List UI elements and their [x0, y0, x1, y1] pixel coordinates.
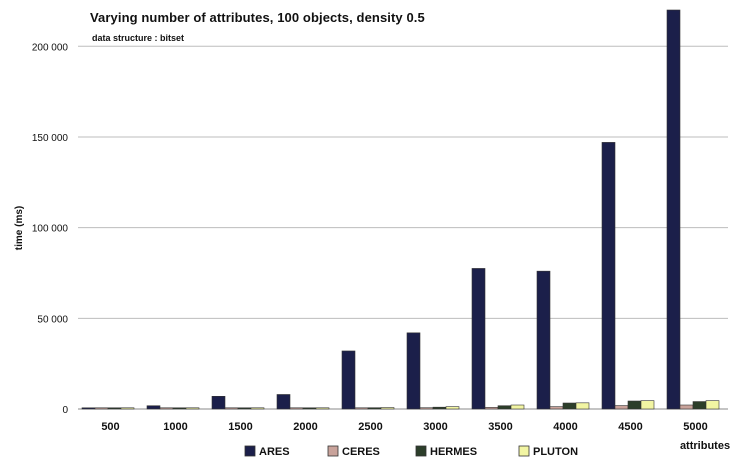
- x-tick-label: 1500: [228, 421, 252, 433]
- bar-ceres: [614, 405, 629, 410]
- bar-hermes: [172, 407, 187, 410]
- bar-ceres: [679, 404, 694, 410]
- x-tick-label: 1000: [163, 421, 187, 433]
- x-tick-label: 4000: [553, 421, 577, 433]
- legend-swatch-hermes: [415, 445, 427, 457]
- y-tick-label: 50 000: [37, 314, 68, 325]
- legend-swatch-ares: [244, 445, 256, 457]
- bar-ares: [341, 350, 356, 410]
- y-tick-label: 150 000: [32, 133, 69, 144]
- legend-label-ares: ARES: [259, 446, 290, 458]
- bar-pluton: [380, 407, 395, 410]
- x-tick-label: 2000: [293, 421, 317, 433]
- bar-ceres: [419, 407, 434, 410]
- x-tick-label: 2500: [358, 421, 382, 433]
- bar-pluton: [640, 400, 655, 410]
- x-tick-label: 4500: [618, 421, 642, 433]
- bar-pluton: [250, 407, 265, 410]
- bar-ceres: [159, 407, 174, 410]
- bar-ares: [471, 268, 486, 410]
- bar-ceres: [484, 407, 499, 410]
- bar-ares: [276, 394, 291, 410]
- bar-hermes: [562, 402, 577, 410]
- y-tick-label: 200 000: [32, 42, 69, 53]
- bar-pluton: [120, 407, 135, 410]
- bar-ares: [666, 9, 681, 410]
- bar-hermes: [302, 407, 317, 410]
- x-tick-label: 5000: [683, 421, 707, 433]
- chart-subtitle: data structure : bitset: [92, 33, 185, 43]
- bar-hermes: [432, 406, 447, 410]
- bar-ares: [81, 407, 96, 410]
- x-tick-label: 500: [101, 421, 119, 433]
- x-axis-label: attributes: [680, 440, 730, 452]
- legend-swatch-ceres: [327, 445, 339, 457]
- bar-pluton: [510, 404, 525, 410]
- y-tick-label: 100 000: [32, 224, 69, 235]
- bar-pluton: [315, 407, 330, 410]
- bar-hermes: [107, 407, 122, 410]
- bar-ares: [146, 405, 161, 410]
- bar-hermes: [367, 407, 382, 410]
- bar-ares: [211, 396, 226, 410]
- bar-ares: [536, 270, 551, 410]
- bar-ceres: [289, 407, 304, 410]
- legend-swatch-pluton: [518, 445, 530, 457]
- bar-hermes: [692, 401, 707, 410]
- x-tick-label: 3000: [423, 421, 447, 433]
- bar-ceres: [94, 407, 109, 410]
- legend-label-hermes: HERMES: [430, 446, 477, 458]
- bar-hermes: [237, 407, 252, 410]
- legend-label-pluton: PLUTON: [533, 446, 578, 458]
- bar-pluton: [185, 407, 200, 410]
- x-tick-label: 3500: [488, 421, 512, 433]
- y-axis-label: time (ms): [14, 206, 25, 250]
- bar-hermes: [627, 400, 642, 410]
- bar-ceres: [224, 407, 239, 410]
- legend-label-ceres: CERES: [342, 446, 380, 458]
- bar-hermes: [497, 405, 512, 410]
- bar-pluton: [575, 402, 590, 410]
- bar-ares: [601, 142, 616, 410]
- bar-ares: [406, 332, 421, 410]
- bar-ceres: [354, 407, 369, 410]
- chart-title: Varying number of attributes, 100 object…: [90, 10, 425, 25]
- bar-pluton: [705, 400, 720, 410]
- y-tick-label: 0: [62, 405, 68, 416]
- bar-pluton: [445, 406, 460, 410]
- bar-ceres: [549, 406, 564, 410]
